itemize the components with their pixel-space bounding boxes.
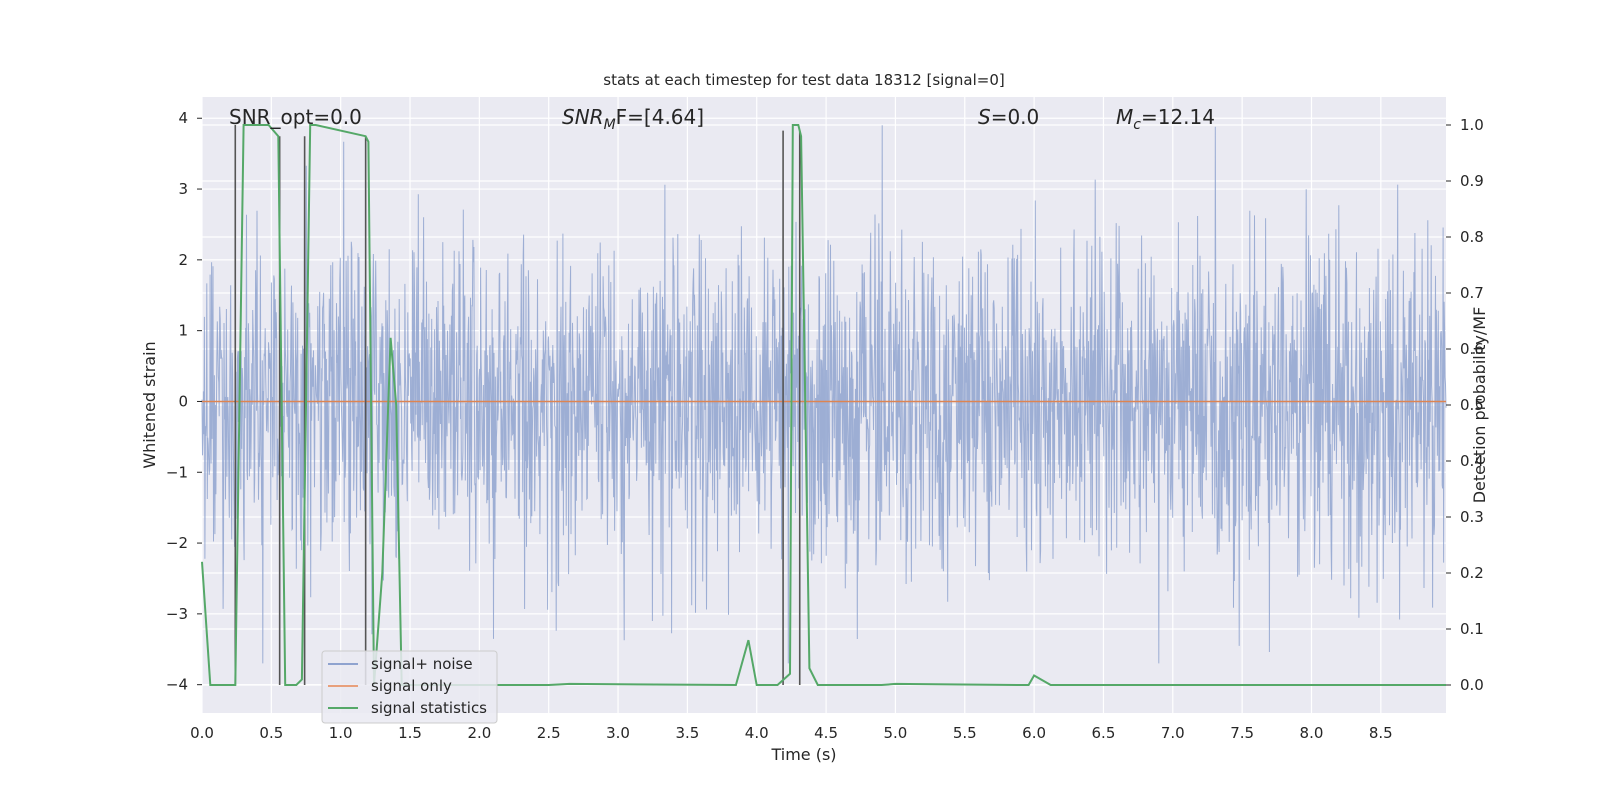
y-left-tick-label: 4 — [178, 109, 188, 127]
signal-noise-series — [201, 125, 1447, 664]
x-tick-label: 3.0 — [606, 724, 630, 742]
y-left-tick-label: 1 — [178, 322, 188, 340]
snr-opt-annotation: SNR_opt=0.0 — [229, 105, 362, 129]
x-tick-label: 8.5 — [1369, 724, 1393, 742]
x-axis-label: Time (s) — [770, 745, 836, 764]
x-tick-label: 6.5 — [1092, 724, 1116, 742]
legend-label-signal: signal only — [371, 677, 452, 695]
y-right-tick-label: 0.3 — [1460, 508, 1484, 526]
y-left-ticks: −4 −3 −2 −1 0 1 2 3 4 — [166, 109, 202, 694]
chart-title: stats at each timestep for test data 183… — [603, 71, 1004, 89]
snr-mf-value: F=[4.64] — [616, 105, 704, 129]
s-symbol: S — [978, 105, 991, 129]
y-left-tick-label: −2 — [166, 534, 188, 552]
snr-mf-subscript: M — [604, 117, 616, 133]
y-axis-label-right: Detection probability/MF — [1470, 307, 1489, 504]
x-tick-label: 2.0 — [467, 724, 491, 742]
s-annotation: S=0.0 — [978, 105, 1039, 129]
y-right-tick-label: 0.8 — [1460, 228, 1484, 246]
x-tick-label: 4.0 — [745, 724, 769, 742]
mc-subscript: c — [1133, 117, 1141, 133]
x-tick-label: 2.5 — [537, 724, 561, 742]
y-left-tick-label: −1 — [166, 463, 188, 481]
mc-annotation: Mc=12.14 — [1116, 105, 1215, 133]
y-left-tick-label: −3 — [166, 605, 188, 623]
legend-box — [321, 650, 498, 724]
x-tick-label: 0.0 — [190, 724, 214, 742]
x-tick-label: 7.0 — [1161, 724, 1185, 742]
y-right-tick-label: 0.1 — [1460, 620, 1484, 638]
y-left-tick-label: 2 — [178, 251, 188, 269]
y-right-tick-label: 0.0 — [1460, 676, 1484, 694]
y-right-tick-label: 1.0 — [1460, 116, 1484, 134]
mc-symbol: M — [1116, 105, 1133, 129]
x-tick-label: 8.0 — [1300, 724, 1324, 742]
signal-noise-line — [201, 125, 1447, 664]
y-left-tick-label: 3 — [178, 180, 188, 198]
legend: signal+ noise signal only signal statist… — [321, 650, 498, 724]
x-tick-label: 0.5 — [259, 724, 283, 742]
y-right-tick-label: 0.4 — [1460, 452, 1484, 470]
snr-mf-annotation: SNRMF=[4.64] — [562, 105, 704, 133]
x-tick-label: 4.5 — [814, 724, 838, 742]
mc-value: =12.14 — [1141, 105, 1215, 129]
legend-label-stats: signal statistics — [371, 699, 487, 717]
x-tick-label: 3.5 — [675, 724, 699, 742]
x-tick-label: 1.5 — [398, 724, 422, 742]
y-right-tick-label: 0.6 — [1460, 340, 1484, 358]
y-right-tick-label: 0.9 — [1460, 172, 1484, 190]
snr-mf-symbol: SNR — [562, 105, 604, 129]
y-axis-label-left: Whitened strain — [140, 341, 159, 468]
y-right-tick-label: 0.5 — [1460, 396, 1484, 414]
y-left-tick-label: 0 — [178, 392, 188, 410]
y-left-tick-label: −4 — [166, 676, 188, 694]
x-tick-label: 5.0 — [883, 724, 907, 742]
s-value: =0.0 — [991, 105, 1040, 129]
x-tick-label: 1.0 — [329, 724, 353, 742]
y-right-tick-label: 0.7 — [1460, 284, 1484, 302]
x-ticks: 0.0 0.5 1.0 1.5 2.0 2.5 3.0 3.5 4.0 4.5 5.0 5.5 6.0 6… — [190, 724, 1393, 742]
x-tick-label: 7.5 — [1230, 724, 1254, 742]
x-tick-label: 5.5 — [953, 724, 977, 742]
y-right-ticks: 0.0 0.1 0.2 0.3 0.4 0.5 0.6 0.7 0.8 0.9 1.0 — [1446, 116, 1484, 694]
y-right-tick-label: 0.2 — [1460, 564, 1484, 582]
x-tick-label: 6.0 — [1022, 724, 1046, 742]
legend-label-noise: signal+ noise — [371, 655, 473, 673]
